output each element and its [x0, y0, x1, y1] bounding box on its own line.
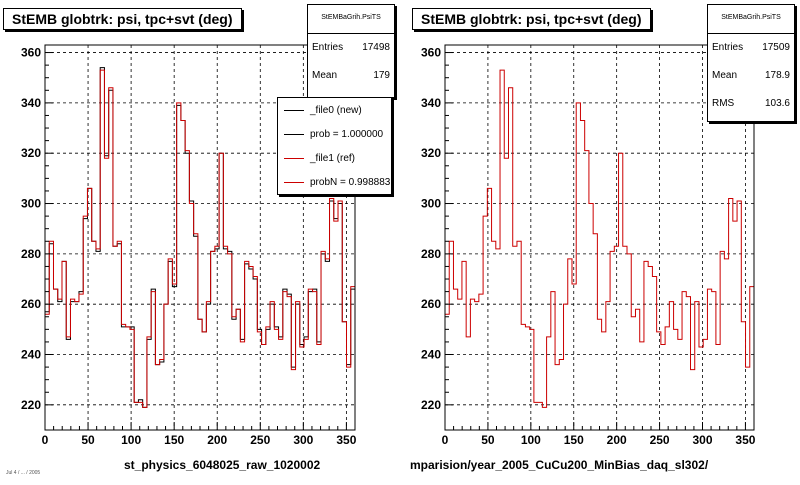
right-stats-rms-row: RMS 103.6 [708, 90, 794, 118]
left-stats-mean-value: 179 [373, 70, 390, 81]
right-stats-name: StEMBaGrih.PsiTS [708, 5, 794, 34]
legend-line-red [284, 181, 304, 183]
left-x-tick-label: 300 [293, 433, 313, 447]
left-stats-box: StEMBaGrih.PsiTS Entries 17498 Mean 179 [307, 4, 395, 98]
left-y-tick-label: 220 [21, 398, 41, 412]
legend-box: _file0 (new) prob = 1.000000 _file1 (ref… [277, 97, 392, 195]
legend-item-prob: prob = 1.000000 [278, 122, 391, 146]
left-stats-entries-value: 17498 [362, 42, 390, 53]
right-y-tick-label: 320 [421, 146, 441, 160]
left-x-tick-label: 350 [336, 433, 356, 447]
right-x-tick-label: 200 [607, 433, 627, 447]
right-y-tick-label: 280 [421, 247, 441, 261]
right-y-tick-label: 360 [421, 46, 441, 60]
right-stats-entries-value: 17509 [762, 42, 790, 53]
left-y-tick-label: 340 [21, 96, 41, 110]
right-x-tick-label: 150 [564, 433, 584, 447]
left-x-tick-label: 250 [250, 433, 270, 447]
right-x-tick-label: 100 [521, 433, 541, 447]
right-stats-entries-row: Entries 17509 [708, 34, 794, 62]
left-stats-mean-label: Mean [312, 70, 338, 81]
right-y-tick-label: 240 [421, 348, 441, 362]
legend-line-red [284, 157, 304, 159]
right-y-tick-label: 260 [421, 297, 441, 311]
right-stats-rms-label: RMS [712, 98, 735, 109]
legend-label-file0: _file0 (new) [310, 104, 362, 116]
right-stats-mean-value: 178.9 [764, 70, 790, 81]
right-x-tick-label: 250 [650, 433, 670, 447]
right-x-tick-label: 300 [692, 433, 712, 447]
left-chart-title: StEMB globtrk: psi, tpc+svt (deg) [3, 8, 242, 30]
left-x-tick-label: 150 [164, 433, 184, 447]
left-x-tick-label: 200 [207, 433, 227, 447]
right-y-tick-label: 220 [421, 398, 441, 412]
right-stats-box: StEMBaGrih.PsiTS Entries 17509 Mean 178.… [707, 4, 795, 122]
left-stats-entries-label: Entries [312, 42, 344, 53]
legend-item-file0: _file0 (new) [278, 98, 391, 122]
left-y-tick-label: 260 [21, 297, 41, 311]
legend-item-probn: probN = 0.998883 [278, 170, 391, 194]
right-series-0-line [445, 69, 754, 408]
right-x-tick-label: 350 [735, 433, 755, 447]
left-stats-mean-row: Mean 179 [308, 62, 394, 90]
legend-line-black [284, 133, 304, 135]
left-y-tick-label: 320 [21, 146, 41, 160]
right-y-tick-label: 300 [421, 197, 441, 211]
right-stats-mean-label: Mean [712, 70, 738, 81]
left-stats-entries-row: Entries 17498 [308, 34, 394, 62]
right-x-tick-label: 50 [481, 433, 495, 447]
right-xlabel: mparision/year_2005_CuCu200_MinBias_daq_… [410, 458, 709, 472]
right-x-tick-label: 0 [442, 433, 449, 447]
right-stats-rms-value: 103.6 [764, 98, 790, 109]
left-y-tick-label: 280 [21, 247, 41, 261]
legend-label-prob: prob = 1.000000 [310, 128, 384, 140]
left-stats-name: StEMBaGrih.PsiTS [308, 5, 394, 34]
legend-line-black [284, 109, 304, 111]
left-xlabel: st_physics_6048025_raw_1020002 [124, 458, 321, 472]
left-x-tick-label: 50 [81, 433, 95, 447]
legend-item-file1: _file1 (ref) [278, 146, 391, 170]
left-series-1-line [45, 69, 355, 408]
footnote-small: Jul 4 / ... / 2005 [6, 470, 41, 476]
legend-label-file1: _file1 (ref) [310, 152, 356, 164]
left-y-tick-label: 360 [21, 46, 41, 60]
left-x-tick-label: 100 [121, 433, 141, 447]
right-stats-entries-label: Entries [712, 42, 744, 53]
left-y-tick-label: 240 [21, 348, 41, 362]
right-y-tick-label: 340 [421, 96, 441, 110]
right-stats-mean-row: Mean 178.9 [708, 62, 794, 90]
legend-label-probn: probN = 0.998883 [310, 176, 391, 188]
left-x-tick-label: 0 [42, 433, 49, 447]
right-chart-title: StEMB globtrk: psi, tpc+svt (deg) [412, 8, 651, 30]
left-y-tick-label: 300 [21, 197, 41, 211]
